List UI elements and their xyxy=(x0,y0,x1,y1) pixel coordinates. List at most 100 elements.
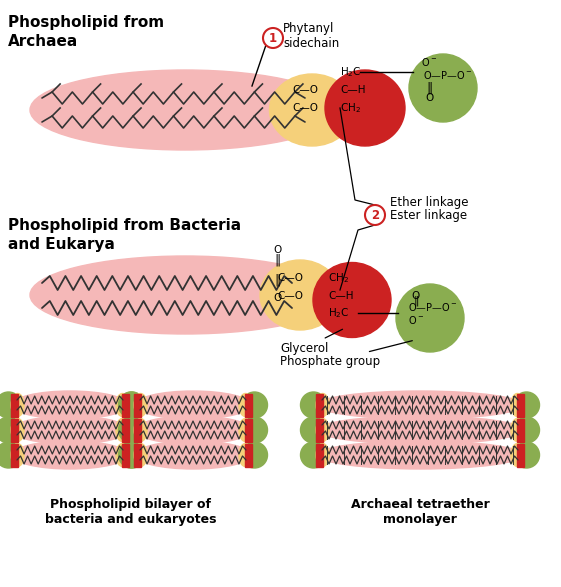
Ellipse shape xyxy=(0,442,21,468)
Text: Archaeal tetraether
monolayer: Archaeal tetraether monolayer xyxy=(351,498,489,526)
Ellipse shape xyxy=(12,391,128,419)
Text: O$^-$: O$^-$ xyxy=(408,314,424,326)
Ellipse shape xyxy=(316,419,329,441)
Ellipse shape xyxy=(301,392,327,418)
Ellipse shape xyxy=(317,416,523,444)
Text: O: O xyxy=(412,291,420,301)
Ellipse shape xyxy=(30,70,340,150)
Ellipse shape xyxy=(134,393,147,417)
Circle shape xyxy=(365,205,385,225)
Text: C—H: C—H xyxy=(340,85,366,95)
Ellipse shape xyxy=(269,74,355,146)
Text: Phosphate group: Phosphate group xyxy=(280,340,412,368)
Bar xyxy=(316,444,323,467)
Text: O—P—O$^-$: O—P—O$^-$ xyxy=(408,301,457,313)
Ellipse shape xyxy=(513,417,540,443)
Text: Ester linkage: Ester linkage xyxy=(390,208,467,221)
Bar xyxy=(517,419,524,441)
Ellipse shape xyxy=(134,419,147,441)
Ellipse shape xyxy=(11,393,24,417)
Bar xyxy=(517,444,524,467)
Ellipse shape xyxy=(316,393,329,417)
Text: Glycerol: Glycerol xyxy=(280,329,343,355)
Text: Ether linkage: Ether linkage xyxy=(390,195,468,208)
Text: ‖: ‖ xyxy=(275,274,281,286)
Text: C—O: C—O xyxy=(292,103,318,113)
Ellipse shape xyxy=(118,442,145,468)
Bar xyxy=(316,419,323,441)
Ellipse shape xyxy=(116,419,129,441)
Text: Phytanyl
sidechain: Phytanyl sidechain xyxy=(283,22,339,50)
Ellipse shape xyxy=(313,262,391,338)
Bar xyxy=(316,393,323,417)
Ellipse shape xyxy=(135,441,251,469)
Ellipse shape xyxy=(30,256,340,334)
Bar xyxy=(134,444,141,467)
Bar xyxy=(122,444,129,467)
Circle shape xyxy=(263,28,283,48)
Ellipse shape xyxy=(0,392,21,418)
Text: 1: 1 xyxy=(269,32,277,45)
Ellipse shape xyxy=(513,392,540,418)
Ellipse shape xyxy=(118,392,145,418)
Ellipse shape xyxy=(239,393,252,417)
Bar xyxy=(245,444,252,467)
Ellipse shape xyxy=(116,444,129,467)
Ellipse shape xyxy=(116,393,129,417)
Text: O: O xyxy=(274,245,282,255)
Text: CH$_2$: CH$_2$ xyxy=(340,101,361,115)
Ellipse shape xyxy=(135,416,251,444)
Bar xyxy=(245,393,252,417)
Ellipse shape xyxy=(260,260,340,330)
Ellipse shape xyxy=(317,391,523,419)
Bar xyxy=(122,393,129,417)
Ellipse shape xyxy=(134,444,147,467)
Ellipse shape xyxy=(316,444,329,467)
Ellipse shape xyxy=(239,444,252,467)
Ellipse shape xyxy=(301,417,327,443)
Text: O$^-$: O$^-$ xyxy=(421,56,437,68)
Ellipse shape xyxy=(239,419,252,441)
Text: 2: 2 xyxy=(371,208,379,221)
Bar xyxy=(11,393,18,417)
Bar xyxy=(11,444,18,467)
Text: CH$_2$: CH$_2$ xyxy=(328,271,349,285)
Ellipse shape xyxy=(11,419,24,441)
Ellipse shape xyxy=(511,393,524,417)
Text: ‖: ‖ xyxy=(413,295,419,305)
Ellipse shape xyxy=(118,392,145,418)
Ellipse shape xyxy=(317,441,523,469)
Ellipse shape xyxy=(12,441,128,469)
Ellipse shape xyxy=(301,442,327,468)
Ellipse shape xyxy=(118,417,145,443)
Text: ‖: ‖ xyxy=(275,254,281,266)
Ellipse shape xyxy=(513,442,540,468)
Ellipse shape xyxy=(241,392,268,418)
Text: O: O xyxy=(274,293,282,303)
Ellipse shape xyxy=(135,391,251,419)
Bar xyxy=(122,419,129,441)
Ellipse shape xyxy=(241,417,268,443)
Text: ‖: ‖ xyxy=(427,82,433,95)
Text: O: O xyxy=(426,93,434,103)
Bar xyxy=(134,419,141,441)
Text: Phospholipid from Bacteria
and Eukarya: Phospholipid from Bacteria and Eukarya xyxy=(8,218,241,252)
Bar xyxy=(134,393,141,417)
Ellipse shape xyxy=(241,442,268,468)
Ellipse shape xyxy=(325,70,405,146)
Ellipse shape xyxy=(511,419,524,441)
Text: C—H: C—H xyxy=(328,291,353,301)
Ellipse shape xyxy=(12,416,128,444)
Text: C—O: C—O xyxy=(277,273,303,283)
Ellipse shape xyxy=(0,417,21,443)
Ellipse shape xyxy=(118,442,145,468)
Bar xyxy=(245,419,252,441)
Text: C—O: C—O xyxy=(277,291,303,301)
Bar xyxy=(11,419,18,441)
Circle shape xyxy=(409,54,477,122)
Text: Phospholipid from
Archaea: Phospholipid from Archaea xyxy=(8,15,164,49)
Ellipse shape xyxy=(511,444,524,467)
Ellipse shape xyxy=(118,417,145,443)
Circle shape xyxy=(396,284,464,352)
Bar xyxy=(517,393,524,417)
